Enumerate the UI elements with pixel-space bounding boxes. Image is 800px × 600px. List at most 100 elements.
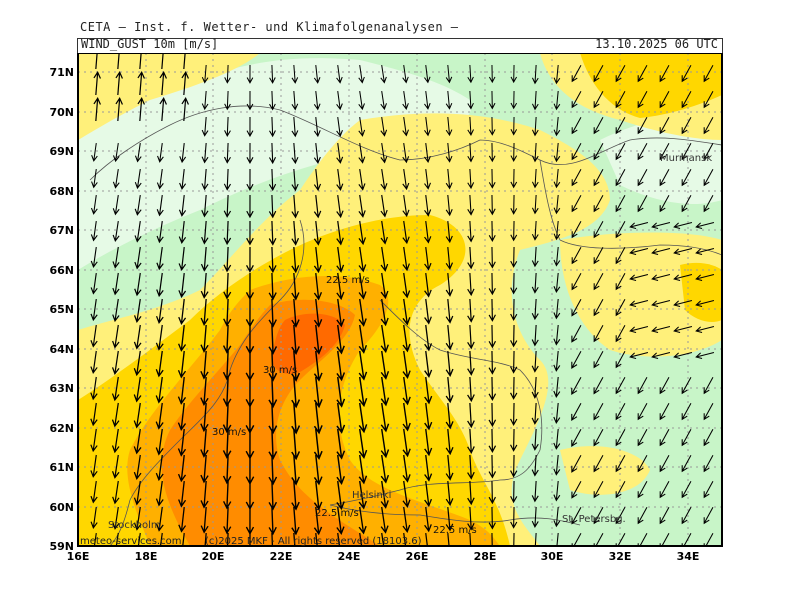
wind-arrow xyxy=(445,454,454,481)
wind-arrow xyxy=(424,376,433,405)
wind-arrow xyxy=(615,428,626,447)
wind-arrow xyxy=(467,168,475,190)
wind-arrow xyxy=(629,326,649,334)
wind-arrow xyxy=(156,272,164,298)
wind-arrow xyxy=(402,194,410,218)
wind-arrow xyxy=(155,480,164,507)
wind-arrow xyxy=(380,402,390,433)
lon-label: 30E xyxy=(541,550,564,563)
wind-arrow xyxy=(673,300,693,308)
wind-arrow xyxy=(112,220,120,243)
wind-arrow xyxy=(313,454,323,486)
wind-arrow xyxy=(445,246,454,270)
wind-arrow xyxy=(200,298,209,326)
wind-arrow xyxy=(156,506,164,532)
wind-arrow xyxy=(703,168,714,187)
wind-arrow xyxy=(358,480,367,510)
wind-arrow xyxy=(200,272,209,299)
wind-arrow xyxy=(629,274,649,282)
wind-arrow xyxy=(90,454,98,478)
wind-arrow xyxy=(445,324,454,351)
wind-arrow xyxy=(424,194,432,217)
lon-label: 20E xyxy=(202,550,225,563)
wind-arrow xyxy=(531,454,539,477)
wind-arrow xyxy=(445,298,454,324)
wind-arrow xyxy=(358,350,368,381)
wind-arrow xyxy=(629,352,649,360)
wind-arrow xyxy=(201,194,209,218)
wind-arrow xyxy=(425,532,428,546)
wind-arrow xyxy=(553,298,561,320)
wind-arrow xyxy=(358,90,365,111)
wind-arrow xyxy=(553,402,561,424)
valid-time: 13.10.2025 06 UTC xyxy=(595,37,718,51)
wind-arrow xyxy=(510,506,518,529)
wind-arrow xyxy=(488,298,496,322)
wind-arrow xyxy=(531,116,539,137)
wind-arrow xyxy=(467,116,474,136)
field-yellow-north xyxy=(78,53,260,140)
wind-arrow xyxy=(268,246,277,274)
wind-arrow xyxy=(403,532,407,546)
wind-arrow xyxy=(313,298,323,328)
wind-arrow xyxy=(159,532,163,546)
wind-arrow xyxy=(226,532,229,546)
wind-arrow xyxy=(593,246,604,265)
wind-arrow xyxy=(181,70,189,96)
wind-arrow xyxy=(291,428,301,461)
lon-label: 32E xyxy=(609,550,632,563)
wind-arrow xyxy=(510,376,518,400)
wind-arrow xyxy=(681,402,692,421)
lat-label: 61N xyxy=(49,461,74,474)
wind-arrow xyxy=(90,402,98,427)
wind-arrow xyxy=(703,454,714,473)
wind-arrow xyxy=(531,298,539,321)
wind-arrow xyxy=(571,480,582,499)
lat-label: 70N xyxy=(49,106,74,119)
contour-label: 30 m/s xyxy=(212,427,246,438)
wind-arrow xyxy=(531,64,539,85)
wind-arrow xyxy=(553,142,561,163)
wind-arrow xyxy=(615,246,626,265)
wind-arrow xyxy=(534,532,537,546)
wind-arrow xyxy=(488,246,496,269)
wind-arrow xyxy=(467,480,475,506)
wind-arrow xyxy=(291,116,299,138)
wind-arrow xyxy=(313,272,323,301)
wind-arrow xyxy=(510,350,518,374)
wind-arrow xyxy=(200,506,209,534)
wind-arrow xyxy=(112,272,120,296)
wind-arrow xyxy=(269,64,276,84)
wind-arrow xyxy=(571,64,582,83)
wind-arrow xyxy=(651,326,671,334)
wind-arrow xyxy=(156,220,164,244)
wind-arrow xyxy=(90,506,98,529)
wind-arrow xyxy=(467,298,475,323)
wind-arrow xyxy=(358,194,366,218)
wind-arrow xyxy=(510,454,518,478)
wind-arrow xyxy=(155,298,164,325)
wind-arrow xyxy=(291,168,299,192)
wind-arrow xyxy=(402,64,409,84)
wind-arrow xyxy=(336,298,345,328)
wind-arrow xyxy=(112,324,120,349)
wind-arrow xyxy=(659,142,670,161)
wind-arrow xyxy=(402,116,409,137)
wind-arrow xyxy=(467,376,475,403)
wind-arrow xyxy=(380,246,389,272)
wind-arrow xyxy=(651,300,671,308)
wind-arrow xyxy=(358,376,368,408)
wind-arrow xyxy=(137,70,145,96)
wind-arrow xyxy=(510,116,518,136)
wind-arrow xyxy=(531,324,539,347)
wind-arrow xyxy=(183,53,186,70)
wind-arrow xyxy=(615,168,626,187)
wind-arrow xyxy=(291,246,300,274)
field-red-orange-peak xyxy=(271,313,345,375)
wind-arrow xyxy=(336,142,344,164)
wind-arrow xyxy=(358,142,366,164)
wind-arrow xyxy=(615,454,626,473)
wind-arrow xyxy=(424,480,433,508)
wind-arrow xyxy=(179,168,187,190)
wind-arrow xyxy=(531,350,539,373)
